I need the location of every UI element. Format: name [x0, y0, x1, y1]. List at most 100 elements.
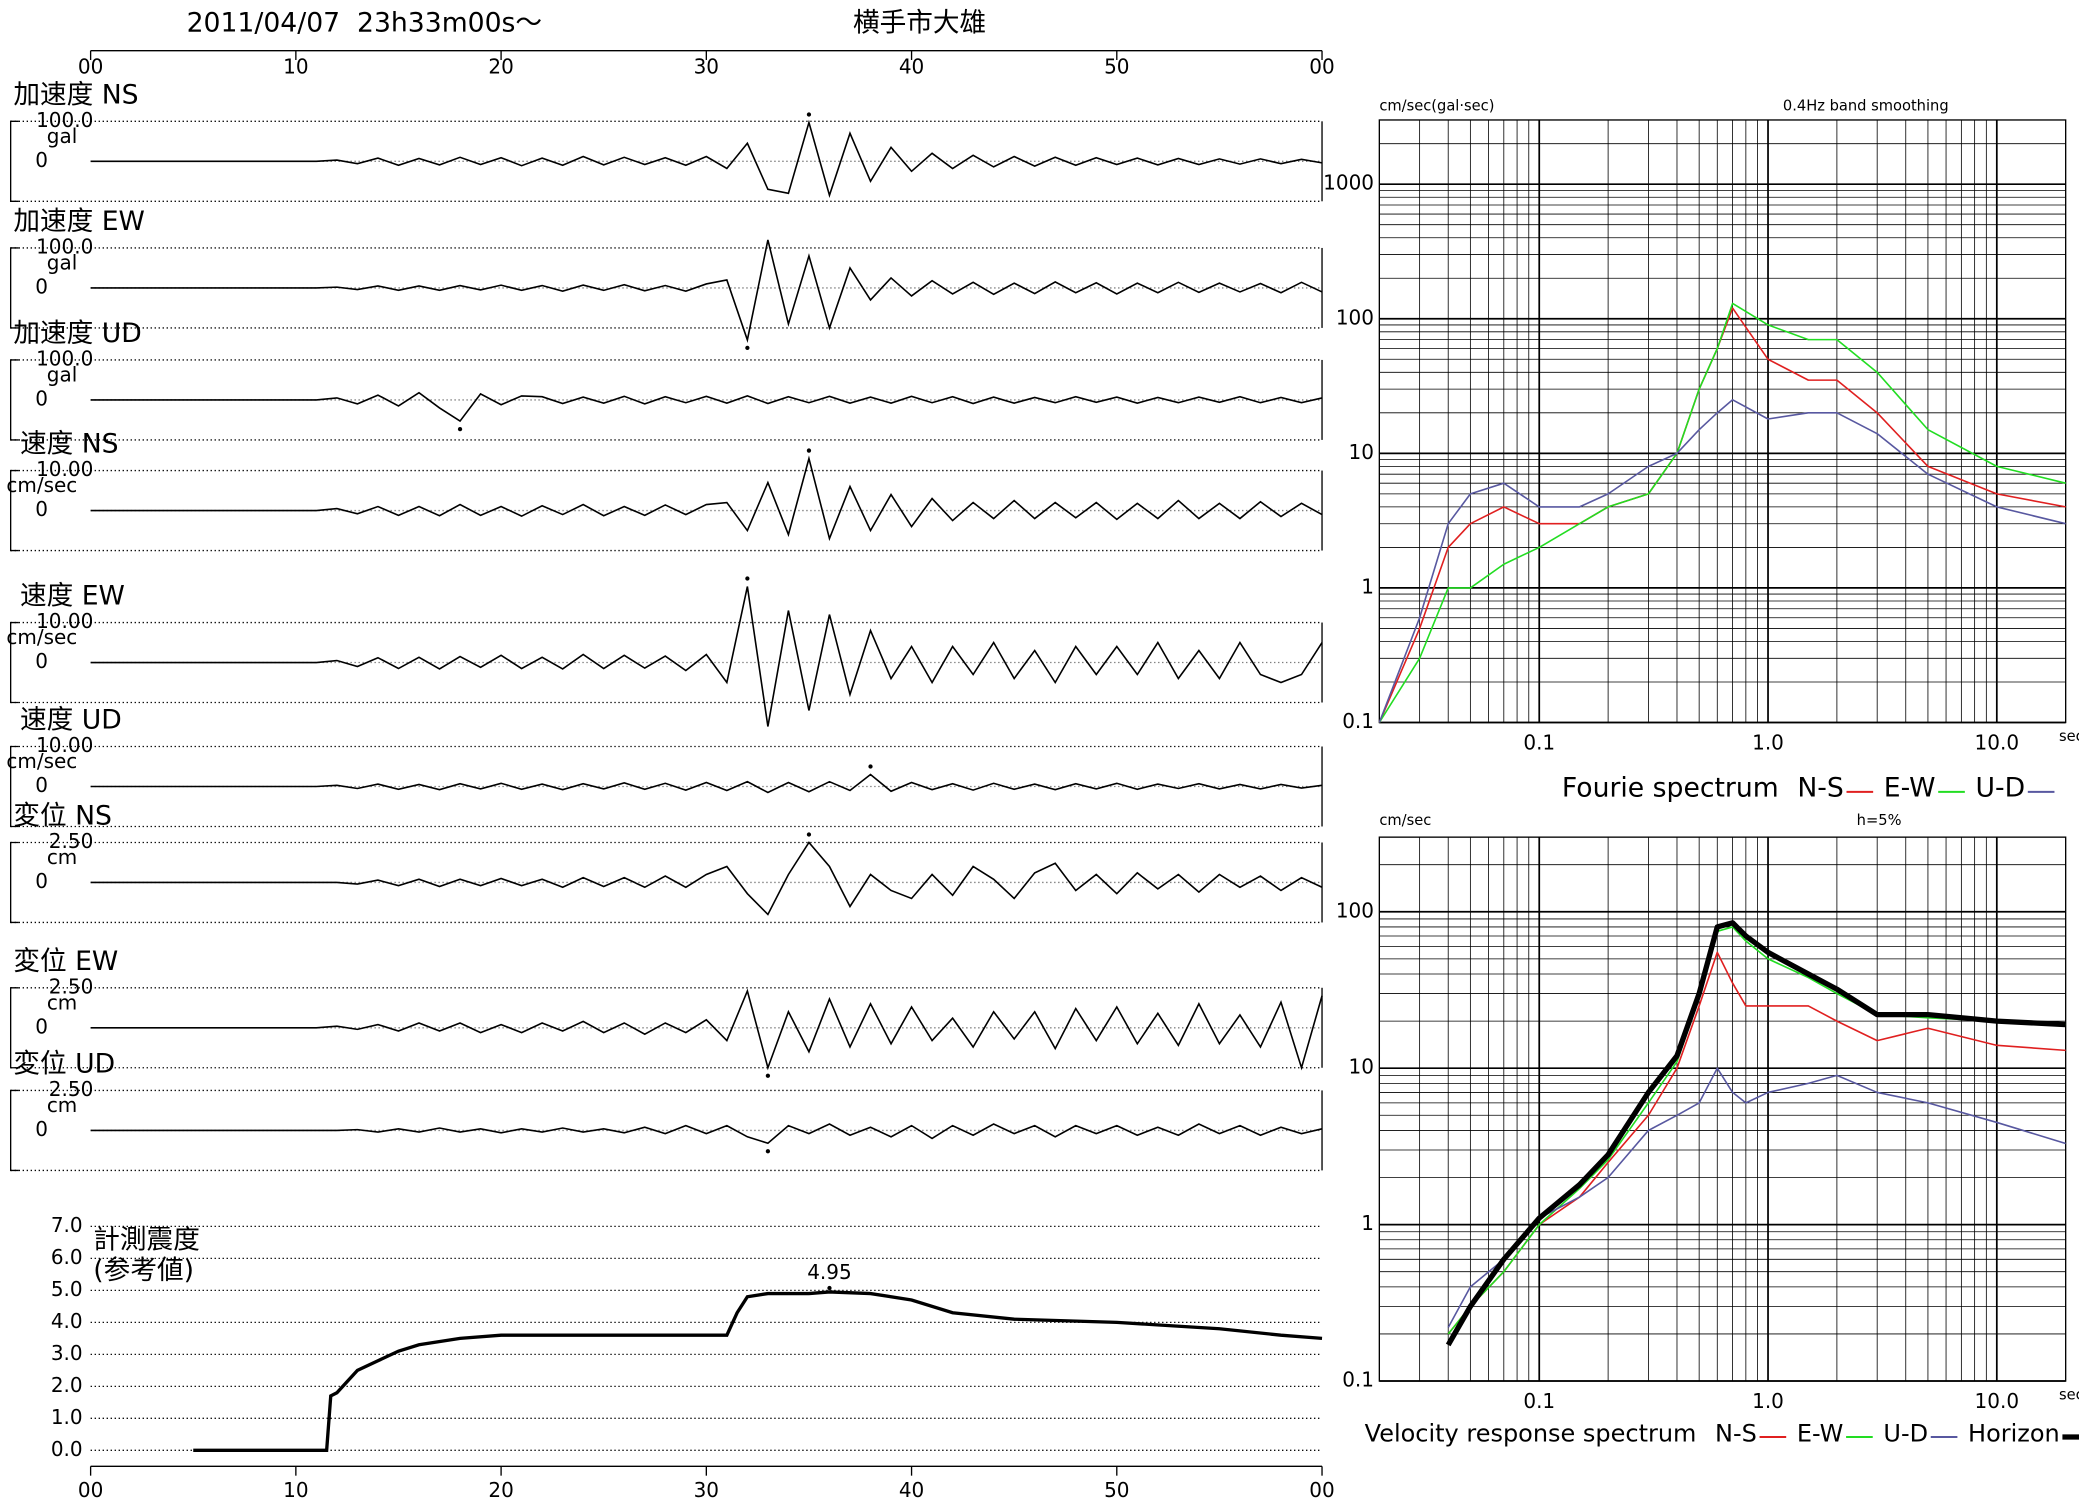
x-tick-label: 0.1 — [1523, 730, 1555, 754]
x-axis-label: sec — [2059, 1387, 2079, 1404]
y-tick-label: 2.50 — [49, 974, 93, 998]
y-tick-label: 1000 — [1323, 171, 1374, 195]
x-tick-label: 00 — [78, 54, 103, 78]
y-tick-label: 0 — [35, 274, 48, 298]
y-tick-label: 10.00 — [36, 457, 93, 481]
trace — [90, 841, 1323, 916]
y-tick-label: 0 — [35, 497, 48, 521]
trace — [90, 239, 1323, 343]
plot-frame — [1378, 119, 2067, 724]
x-tick-label: 50 — [1104, 1478, 1129, 1501]
trace-label: 速度 EW — [20, 581, 125, 612]
trace — [90, 119, 1323, 199]
y-tick-label: 10 — [1349, 1055, 1374, 1079]
y-tick-label: 0 — [35, 148, 48, 172]
y-tick-label: 0.1 — [1342, 1368, 1374, 1392]
legend-label: E-W — [1884, 773, 1936, 804]
legend-label: U-D — [1976, 773, 2026, 804]
y-tick-label: 1 — [1361, 1211, 1374, 1235]
y-tick-label: 10.00 — [36, 609, 93, 633]
unit-label: cm/sec — [6, 473, 77, 497]
unit-label: cm/sec — [6, 749, 77, 773]
y-tick-label: 0.1 — [1342, 709, 1374, 733]
y-tick-label: 1 — [1361, 574, 1374, 598]
y-tick-label: 0 — [35, 386, 48, 410]
y-tick-label: 2.50 — [49, 829, 93, 853]
y-tick-label: 7.0 — [51, 1213, 83, 1237]
legend-label: Horizon — [1968, 1419, 2060, 1447]
x-tick-label: 10.0 — [1975, 1389, 2019, 1413]
y-tick-label: 5.0 — [51, 1277, 83, 1301]
y-tick-label: 100.0 — [36, 346, 93, 370]
y-tick-label: 100 — [1336, 898, 1374, 922]
unit-label: gal — [47, 250, 77, 274]
x-tick-label: 00 — [1309, 1478, 1334, 1501]
panel-bracket — [9, 359, 19, 441]
trace-label: 変位 EW — [13, 946, 118, 977]
legend-title: Velocity response spectrum — [1365, 1419, 1697, 1447]
trace — [90, 586, 1323, 727]
x-tick-label: 10 — [283, 54, 308, 78]
unit-label: cm/sec — [6, 625, 77, 649]
x-tick-label: 20 — [488, 1478, 513, 1501]
peak-dot — [806, 832, 812, 837]
unit-label: gal — [47, 124, 77, 148]
peak-dot — [806, 112, 812, 117]
unit-label: cm — [47, 1093, 77, 1117]
x-tick-label: 1.0 — [1752, 730, 1784, 754]
trace — [90, 455, 1323, 542]
peak-dot — [765, 1149, 771, 1154]
y-tick-label: 100 — [1336, 305, 1374, 329]
x-tick-label: 40 — [899, 1478, 924, 1501]
y-tick-label: 2.50 — [49, 1077, 93, 1101]
trace-label: 変位 NS — [13, 801, 112, 832]
y-tick-label: 10.00 — [36, 733, 93, 757]
y-tick-label: 0.0 — [51, 1437, 83, 1461]
trace-label: 加速度 EW — [13, 206, 145, 237]
legend-label: N-S — [1797, 773, 1843, 804]
y-tick-label: 6.0 — [51, 1245, 83, 1269]
peak-dot — [745, 576, 750, 581]
x-tick-label: 20 — [488, 54, 513, 78]
panel-bracket — [9, 120, 19, 202]
legend-label: E-W — [1797, 1419, 1844, 1447]
unit-label: cm — [47, 845, 77, 869]
spectrum-line — [1445, 920, 2066, 1347]
intensity-line — [193, 1290, 1323, 1453]
peak-dot — [868, 764, 873, 769]
spectrum-line — [1378, 398, 2066, 723]
subtitle: 0.4Hz band smoothing — [1783, 98, 1949, 115]
x-tick-label: 00 — [1309, 54, 1334, 78]
legend-label: U-D — [1883, 1419, 1928, 1447]
y-tick-label: 4.0 — [51, 1309, 83, 1333]
trace — [90, 1123, 1323, 1145]
y-axis-label: cm/sec(gal·sec) — [1379, 98, 1494, 115]
y-axis-label: cm/sec — [1379, 812, 1431, 829]
y-tick-label: 0 — [35, 773, 48, 797]
x-tick-label: 10.0 — [1975, 730, 2019, 754]
spectrum-line — [1447, 951, 2066, 1335]
x-tick-label: 10 — [283, 1478, 308, 1501]
y-tick-label: 1.0 — [51, 1405, 83, 1429]
y-tick-label: 100.0 — [36, 108, 93, 132]
panel-bracket — [9, 247, 19, 329]
trace-label: 速度 UD — [20, 705, 122, 736]
peak-dot — [806, 448, 812, 453]
x-tick-label: 00 — [78, 1478, 103, 1501]
peak-label: 4.95 — [807, 1260, 851, 1284]
y-tick-label: 0 — [35, 1014, 48, 1038]
x-tick-label: 30 — [694, 54, 719, 78]
station-name: 横手市大雄 — [853, 7, 986, 38]
peak-dot — [745, 345, 750, 351]
record-date: 2011/04/07 23h33m00s～ — [187, 7, 543, 38]
intensity-subtitle: (参考値) — [93, 1255, 194, 1286]
x-tick-label: 0.1 — [1523, 1389, 1555, 1413]
panel-bracket — [9, 841, 19, 924]
trace-label: 速度 NS — [20, 429, 119, 460]
peak-dot — [827, 1285, 832, 1291]
x-tick-label: 50 — [1104, 54, 1129, 78]
y-tick-label: 0 — [35, 869, 48, 893]
trace-label: 変位 UD — [13, 1049, 115, 1080]
